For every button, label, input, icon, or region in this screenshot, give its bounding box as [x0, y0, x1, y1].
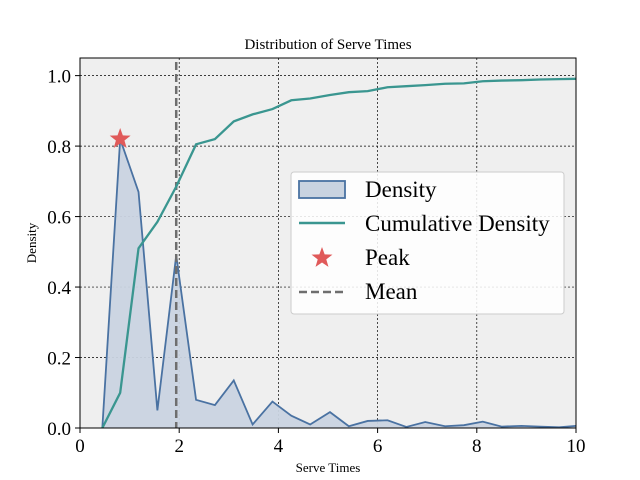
ticks: 0 2 4 6 8 10 0.0 0.2 0.4 0.6 0.8 1.0 — [47, 67, 585, 457]
legend-box — [290, 171, 565, 315]
legend-label-density: Density — [365, 177, 437, 202]
y-tick-label: 0.2 — [47, 349, 71, 370]
legend-label-peak: Peak — [365, 245, 410, 270]
x-tick-label: 8 — [472, 436, 482, 457]
x-tick-label: 10 — [567, 436, 586, 457]
y-tick-label: 1.0 — [47, 67, 71, 88]
x-axis-label: Serve Times — [296, 460, 361, 475]
y-axis-label: Density — [24, 222, 39, 263]
peak-marker — [109, 128, 131, 148]
legend-swatch-peak — [311, 247, 333, 267]
y-tick-label: 0.8 — [47, 137, 71, 158]
y-tick-label: 0.4 — [47, 278, 71, 299]
legend-label-mean: Mean — [365, 279, 418, 304]
density-area — [102, 139, 576, 429]
x-tick-label: 6 — [373, 436, 383, 457]
cumulative-density-line — [101, 77, 577, 429]
y-tick-label: 0.0 — [47, 419, 71, 440]
plot-frame — [79, 57, 577, 429]
x-tick-label: 0 — [75, 436, 85, 457]
x-tick-label: 4 — [274, 436, 284, 457]
y-tick-label: 0.6 — [47, 208, 71, 229]
legend-label-cumulative: Cumulative Density — [365, 211, 550, 236]
legend-swatch-density — [298, 180, 346, 199]
chart-title: Distribution of Serve Times — [244, 37, 411, 53]
legend: Density Cumulative Density Peak Mean — [290, 171, 565, 315]
data-layer — [101, 62, 577, 429]
density-line — [101, 138, 577, 429]
x-tick-label: 2 — [174, 436, 184, 457]
